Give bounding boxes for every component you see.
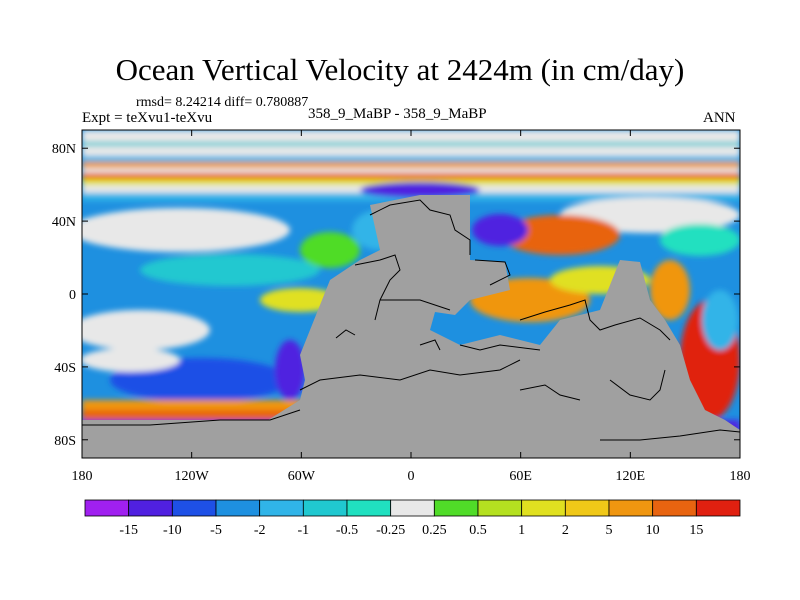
lon-tick-label: 120E xyxy=(616,469,646,484)
colorbar-label: 15 xyxy=(689,523,703,538)
colorbar-swatch xyxy=(695,499,741,517)
colorbar-label: -15 xyxy=(119,523,138,538)
lat-tick-label: 80S xyxy=(54,434,76,449)
colorbar-label: 0.25 xyxy=(422,523,447,538)
colorbar-swatch xyxy=(390,499,435,517)
colorbar-label: -0.5 xyxy=(336,523,358,538)
lon-tick-label: 120W xyxy=(175,469,210,484)
lon-tick-label: 180 xyxy=(72,469,93,484)
colorbar-label: 2 xyxy=(562,523,569,538)
lat-tick-label: 80N xyxy=(52,142,76,157)
colorbar-swatch xyxy=(259,499,304,517)
colorbar-label: -2 xyxy=(254,523,266,538)
experiment-label: Expt = teXvu1-teXvu xyxy=(82,110,213,126)
colorbar-swatch xyxy=(84,499,130,517)
lon-tick-label: 60W xyxy=(288,469,316,484)
latitude-axis: 80N 40N 0 40S 80S xyxy=(52,142,740,449)
lon-tick-label: 0 xyxy=(408,469,415,484)
longitude-axis: 180 120W 60W 0 60E 120E 180 xyxy=(72,130,751,484)
colorbar-label: -5 xyxy=(210,523,222,538)
colorbar-swatch xyxy=(433,499,479,517)
colorbar-label: -10 xyxy=(163,523,182,538)
colorbar-swatch xyxy=(521,499,566,517)
season-label: ANN xyxy=(703,110,736,126)
lat-tick-label: 40N xyxy=(52,215,76,230)
map-field xyxy=(82,130,740,458)
coastlines xyxy=(82,199,740,441)
lon-tick-label: 60E xyxy=(509,469,532,484)
colorbar-label: -1 xyxy=(297,523,309,538)
lon-tick-label: 180 xyxy=(730,469,751,484)
colorbar-label: 5 xyxy=(606,523,613,538)
colorbar-swatch xyxy=(171,499,217,517)
case-label: 358_9_MaBP - 358_9_MaBP xyxy=(308,106,487,122)
colorbar-swatch xyxy=(477,499,523,517)
figure-title: Ocean Vertical Velocity at 2424m (in cm/… xyxy=(115,52,685,87)
colorbar-swatch xyxy=(346,499,392,517)
land-mass xyxy=(82,195,740,458)
colorbar-label: 0.5 xyxy=(469,523,487,538)
colorbar-label: 10 xyxy=(646,523,660,538)
stats-label: rmsd= 8.24214 diff= 0.780887 xyxy=(136,95,309,110)
colorbar-swatch xyxy=(608,499,654,517)
colorbar: -15 -10 -5 -2 -1 -0.5 -0.25 0.25 0.5 1 2 5 10 15 xyxy=(84,499,741,538)
colorbar-label: -0.25 xyxy=(376,523,405,538)
colorbar-swatch xyxy=(128,499,173,517)
lat-tick-label: 40S xyxy=(54,361,76,376)
lat-tick-label: 0 xyxy=(69,288,76,303)
colorbar-swatch xyxy=(652,499,697,517)
colorbar-swatch xyxy=(302,499,348,517)
colorbar-swatch xyxy=(564,499,610,517)
colorbar-label: 1 xyxy=(518,523,525,538)
colorbar-swatch xyxy=(215,499,261,517)
